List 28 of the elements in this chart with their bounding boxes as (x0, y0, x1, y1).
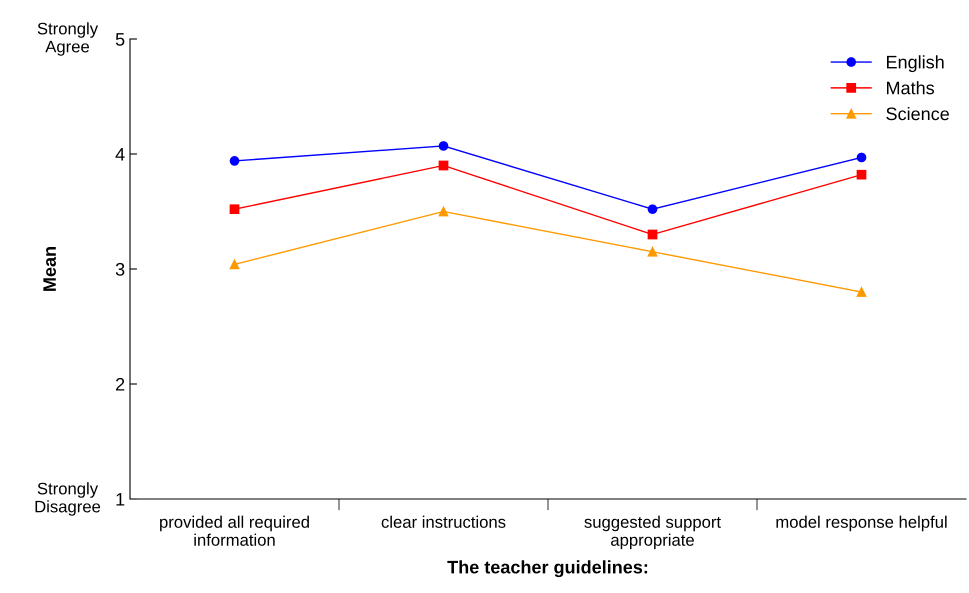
y-tick-label: 2 (116, 378, 124, 391)
point (230, 156, 240, 166)
legend-label: Science (886, 106, 949, 120)
y-tick-label: 3 (116, 262, 124, 276)
point (856, 287, 866, 297)
x-tick-label: model response helpful (776, 516, 947, 532)
y-tick-label: 5 (116, 33, 124, 46)
x-tick-label: clear instructions (382, 516, 506, 528)
point (856, 170, 866, 180)
x-tick-label: suggested support appropriate (584, 516, 721, 550)
point (438, 206, 448, 216)
point (648, 230, 658, 240)
text: Strongly Agree (38, 22, 98, 56)
point (438, 160, 448, 170)
y-tick-label: 4 (116, 148, 125, 161)
point (648, 246, 658, 257)
x-tick-label: provided all required information (160, 516, 309, 546)
y-axis-title: Mean (43, 247, 56, 291)
legend-label: Maths (887, 81, 934, 94)
x-axis-title: The teacher guidelines: (447, 560, 648, 578)
text: Strongly Disagree (36, 482, 100, 516)
point (438, 141, 448, 151)
point (648, 204, 658, 214)
point (856, 152, 866, 162)
legend-label: English (887, 55, 944, 72)
y-tick-label: 1 (116, 493, 124, 506)
point (230, 260, 240, 270)
point (230, 204, 240, 214)
